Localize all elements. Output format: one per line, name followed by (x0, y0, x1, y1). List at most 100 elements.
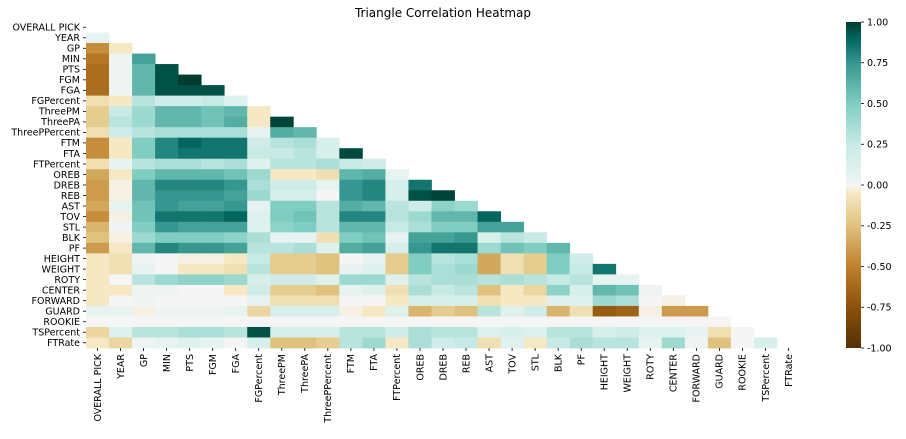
heatmap-cell (247, 158, 271, 170)
heatmap-cell (201, 242, 225, 254)
y-tick-label: YEAR (54, 33, 80, 44)
x-tick-label: ThreePA (300, 354, 311, 394)
heatmap-cell (615, 295, 640, 307)
heatmap-cell (155, 221, 179, 233)
heatmap-cell (132, 232, 156, 244)
heatmap-cell (293, 211, 317, 223)
x-tick-label: AST (484, 354, 495, 373)
y-tick-label: BLK (62, 233, 81, 244)
heatmap-cell (270, 295, 294, 307)
heatmap-cell (293, 316, 317, 328)
heatmap-cell (247, 284, 271, 296)
heatmap-cell (247, 221, 271, 233)
heatmap-cell (132, 127, 156, 139)
y-tick-label: OREB (53, 170, 80, 181)
heatmap-cell (477, 326, 501, 338)
heatmap-cell (661, 326, 686, 338)
heatmap-cell (546, 316, 571, 328)
heatmap-cell (201, 295, 225, 307)
heatmap-cell (431, 253, 455, 265)
colorbar: -1.00 -0.75 -0.50 -0.25 0.00 0.25 0.50 0.75 1.00 (846, 17, 892, 354)
heatmap-cell (178, 316, 202, 328)
heatmap-cell (86, 295, 110, 307)
heatmap-cell (86, 116, 110, 128)
heatmap-cell (86, 53, 110, 65)
y-tick-label: ThreePPercent (10, 128, 80, 139)
heatmap-cell (86, 211, 110, 223)
heatmap-cell (362, 274, 386, 286)
heatmap-cell (201, 253, 225, 265)
heatmap-cell (408, 232, 432, 244)
heatmap-cell (109, 74, 133, 86)
heatmap-cell (293, 232, 317, 244)
heatmap-cell (178, 253, 202, 265)
heatmap-cell (454, 305, 478, 317)
heatmap-cell (339, 284, 363, 296)
heatmap-cell (385, 211, 409, 223)
heatmap-cell (86, 74, 110, 86)
colorbar-tick-label: -0.25 (867, 221, 892, 232)
heatmap-cell (86, 274, 110, 286)
heatmap-cell (592, 316, 617, 328)
heatmap-cell (454, 253, 478, 265)
heatmap-cell (523, 253, 548, 265)
heatmap-cell (109, 137, 133, 149)
heatmap-cell (109, 284, 133, 296)
heatmap-cell (270, 179, 294, 191)
heatmap-cell (408, 200, 432, 212)
heatmap-cell (178, 305, 202, 317)
heatmap-cell (408, 326, 432, 338)
heatmap-cell (247, 148, 271, 160)
heatmap-cell (431, 242, 455, 254)
heatmap-cell (454, 200, 478, 212)
heatmap-cell (339, 221, 363, 233)
heatmap-cell (132, 200, 156, 212)
y-tick-label: FGPercent (31, 96, 80, 107)
heatmap-cell (109, 211, 133, 223)
heatmap-cell (431, 316, 455, 328)
heatmap-cell (132, 211, 156, 223)
heatmap-cell (178, 85, 202, 97)
heatmap-cell (339, 242, 363, 254)
heatmap-cell (201, 200, 225, 212)
heatmap-cell (247, 179, 271, 191)
heatmap-cell (270, 242, 294, 254)
heatmap-cell (661, 337, 686, 349)
heatmap-cell (385, 295, 409, 307)
y-tick-labels: OVERALL PICKYEARGPMINPTSFGMFGAFGPercentT… (10, 23, 86, 349)
heatmap-cell (592, 284, 617, 296)
heatmap-cell (270, 169, 294, 181)
heatmap-cell (201, 158, 225, 170)
x-tick-label: FTRate (784, 354, 795, 387)
heatmap-cell (201, 106, 225, 118)
colorbar-tick-label: -0.75 (867, 303, 892, 314)
x-tick-label: GUARD (715, 354, 726, 389)
x-tick-label: CENTER (669, 354, 680, 393)
heatmap-cell (477, 211, 501, 223)
heatmap-cell (362, 169, 386, 181)
heatmap-cell (316, 263, 340, 275)
heatmap-cell (408, 242, 432, 254)
heatmap-cell (316, 211, 340, 223)
heatmap-cell (132, 116, 156, 128)
y-tick-label: AST (62, 201, 81, 212)
colorbar-tick-label: -0.50 (867, 262, 892, 273)
heatmap-cell (500, 232, 525, 244)
heatmap-cell (316, 137, 340, 149)
x-tick-label: DREB (438, 354, 449, 380)
heatmap-cell (224, 137, 248, 149)
heatmap-cell (339, 305, 363, 317)
heatmap-cell (224, 326, 248, 338)
heatmap-cell (431, 284, 455, 296)
heatmap-cell (431, 232, 455, 244)
heatmap-cell (155, 211, 179, 223)
heatmap-cell (132, 85, 156, 97)
y-tick-label: PTS (62, 65, 80, 76)
heatmap-cell (546, 326, 571, 338)
heatmap-cell (684, 337, 709, 349)
heatmap-cell (339, 337, 363, 349)
heatmap-cell (477, 242, 501, 254)
heatmap-cell (454, 326, 478, 338)
heatmap-cell (546, 337, 571, 349)
heatmap-cell (339, 253, 363, 265)
